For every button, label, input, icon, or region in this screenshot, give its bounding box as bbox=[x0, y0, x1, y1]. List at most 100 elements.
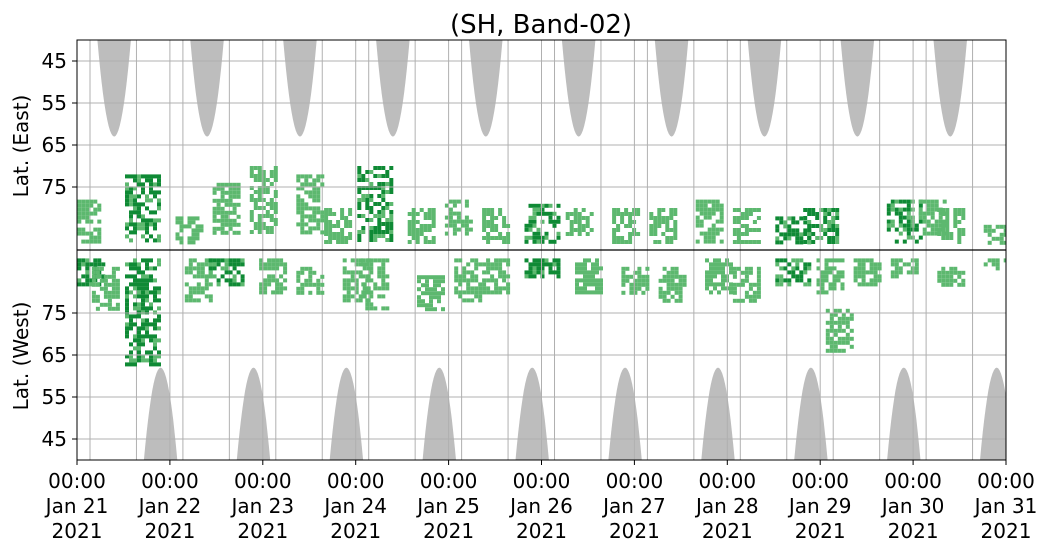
activity-cell bbox=[133, 306, 137, 311]
activity-cell bbox=[961, 270, 966, 275]
activity-cell bbox=[115, 302, 120, 307]
activity-cell bbox=[377, 286, 382, 291]
activity-cell bbox=[502, 278, 507, 283]
activity-cell bbox=[949, 282, 954, 287]
activity-cell bbox=[729, 286, 733, 291]
activity-cell bbox=[381, 206, 386, 210]
activity-cell bbox=[705, 282, 709, 287]
activity-cell bbox=[145, 218, 149, 223]
activity-cell bbox=[779, 240, 784, 245]
activity-cell bbox=[216, 182, 221, 187]
activity-cluster-0 bbox=[77, 199, 102, 244]
activity-cell bbox=[125, 310, 129, 315]
activity-cell bbox=[961, 216, 966, 220]
activity-cell bbox=[448, 199, 453, 204]
activity-cell bbox=[232, 266, 237, 271]
activity-cell bbox=[837, 320, 842, 325]
activity-cell bbox=[894, 211, 899, 216]
activity-cell bbox=[149, 334, 153, 339]
activity-cell bbox=[361, 174, 366, 178]
activity-cell bbox=[137, 334, 141, 339]
activity-cell bbox=[625, 278, 630, 283]
activity-cell bbox=[729, 282, 733, 287]
activity-cell bbox=[922, 211, 927, 216]
activity-cell bbox=[320, 210, 325, 215]
activity-cell bbox=[756, 278, 761, 283]
activity-cell bbox=[906, 219, 911, 224]
activity-cell bbox=[653, 240, 658, 244]
activity-cell bbox=[482, 212, 487, 216]
activity-cell bbox=[894, 258, 899, 263]
activity-cell bbox=[212, 218, 217, 223]
activity-cell bbox=[433, 295, 437, 300]
activity-cell bbox=[137, 262, 141, 267]
activity-cell bbox=[448, 223, 453, 228]
activity-cell bbox=[914, 258, 919, 263]
activity-cell bbox=[823, 216, 828, 220]
activity-cell bbox=[783, 220, 788, 225]
activity-cell bbox=[849, 344, 854, 349]
activity-cell bbox=[129, 230, 133, 235]
activity-cell bbox=[791, 216, 796, 221]
no-data-west-region-3 bbox=[422, 367, 456, 460]
activity-cell bbox=[662, 274, 667, 279]
activity-cell bbox=[926, 223, 931, 228]
activity-cell bbox=[857, 258, 862, 263]
activity-cell bbox=[591, 266, 595, 271]
activity-cell bbox=[803, 266, 808, 271]
activity-cell bbox=[361, 194, 366, 198]
activity-cell bbox=[719, 203, 724, 208]
activity-cell bbox=[236, 282, 241, 287]
activity-cell bbox=[81, 262, 86, 267]
activity-cell bbox=[103, 286, 108, 291]
activity-cell bbox=[466, 278, 471, 283]
activity-cell bbox=[670, 270, 675, 275]
activity-cell bbox=[552, 258, 557, 263]
activity-cell bbox=[886, 207, 891, 212]
activity-cell bbox=[748, 240, 753, 244]
activity-cell bbox=[869, 262, 874, 267]
activity-cell bbox=[232, 210, 237, 215]
activity-cell bbox=[259, 262, 264, 267]
activity-cell bbox=[829, 316, 834, 321]
activity-cell bbox=[149, 182, 153, 187]
x-tick-label-line: 2021 bbox=[981, 519, 1032, 543]
activity-cell bbox=[599, 278, 603, 283]
activity-cell bbox=[196, 282, 201, 287]
activity-cell bbox=[358, 262, 363, 267]
activity-cell bbox=[346, 290, 351, 295]
activity-cell bbox=[840, 282, 845, 287]
activity-cell bbox=[381, 198, 386, 202]
activity-cell bbox=[212, 230, 217, 235]
activity-cell bbox=[437, 275, 441, 280]
activity-cell bbox=[470, 258, 475, 263]
activity-cell bbox=[381, 230, 386, 234]
activity-cell bbox=[419, 208, 424, 212]
activity-cell bbox=[385, 206, 390, 210]
activity-cell bbox=[458, 282, 463, 287]
activity-cell bbox=[423, 240, 428, 244]
activity-cell bbox=[494, 266, 499, 271]
activity-cell bbox=[377, 222, 382, 226]
activity-cell bbox=[145, 322, 149, 327]
activity-cell bbox=[212, 274, 217, 279]
activity-cell bbox=[336, 240, 341, 244]
activity-cell bbox=[486, 262, 491, 267]
activity-cell bbox=[861, 266, 866, 271]
activity-cell bbox=[346, 294, 351, 299]
activity-cell bbox=[831, 220, 836, 224]
activity-cell bbox=[906, 203, 911, 208]
activity-cell bbox=[342, 278, 347, 283]
activity-cell bbox=[783, 232, 788, 237]
activity-cell bbox=[357, 174, 362, 178]
activity-cell bbox=[961, 232, 966, 236]
activity-cell bbox=[296, 290, 301, 295]
activity-cell bbox=[699, 231, 704, 236]
activity-cell bbox=[269, 206, 274, 210]
activity-cell bbox=[188, 266, 193, 271]
activity-cell bbox=[141, 302, 145, 307]
activity-cell bbox=[824, 274, 829, 279]
activity-cluster-20 bbox=[454, 258, 483, 303]
activity-cell bbox=[934, 231, 939, 236]
activity-cell bbox=[240, 258, 245, 263]
